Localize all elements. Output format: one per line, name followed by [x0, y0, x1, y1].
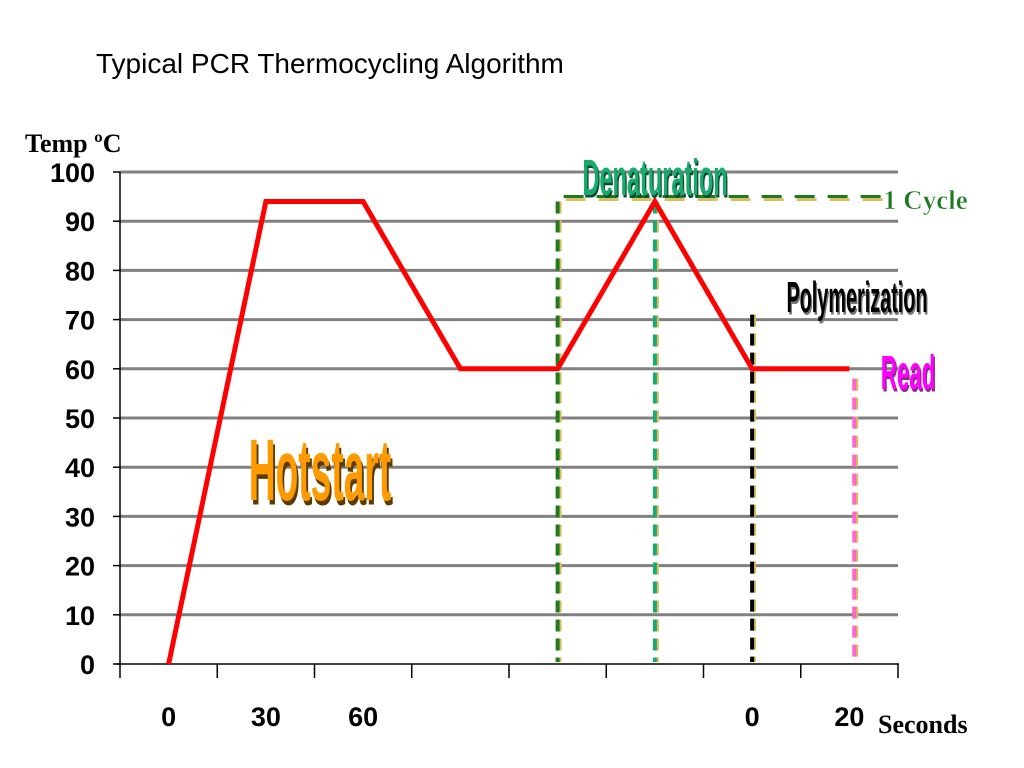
polymerization-label: Polymerization — [786, 275, 927, 323]
hotstart-label: Hotstart — [249, 422, 392, 520]
y-tick-label: 0 — [80, 650, 95, 680]
x-tick-labels: 0 30 60 0 20 — [161, 702, 864, 732]
y-tick-label: 80 — [65, 256, 95, 286]
x-tick-label: 0 — [745, 702, 760, 732]
read-label: Read — [881, 347, 936, 401]
denaturation-label-shadow: Denaturation — [584, 153, 729, 210]
x-axis-title: Seconds — [878, 710, 968, 739]
read-label-shadow: Read — [882, 349, 937, 403]
y-tick-label: 60 — [65, 355, 95, 385]
hotstart-label-shadow: Hotstart — [251, 426, 394, 524]
y-axis-title: Temp ºC — [25, 129, 121, 158]
axes — [113, 171, 899, 678]
denaturation-label: Denaturation — [582, 150, 727, 207]
y-tick-label: 40 — [65, 453, 95, 483]
y-tick-labels: 0 10 20 30 40 50 60 70 80 90 100 — [50, 158, 95, 680]
y-tick-label: 20 — [65, 552, 95, 582]
one-cycle-label: 1 Cycle — [883, 185, 968, 215]
temperature-series — [166, 196, 850, 665]
y-tick-label: 30 — [65, 502, 95, 532]
phase-markers — [555, 195, 889, 662]
x-tick-label: 60 — [348, 702, 378, 732]
y-tick-label: 100 — [50, 158, 95, 188]
x-tick-label: 0 — [161, 702, 176, 732]
page-title: Typical PCR Thermocycling Algorithm — [96, 48, 564, 79]
x-tick-label: 20 — [834, 702, 864, 732]
polymerization-label-shadow: Polymerization — [788, 277, 929, 325]
x-tick-label: 30 — [251, 702, 281, 732]
gridlines — [120, 170, 898, 617]
y-tick-label: 90 — [65, 207, 95, 237]
temperature-line — [166, 196, 850, 665]
y-tick-label: 70 — [65, 306, 95, 336]
y-tick-label: 50 — [65, 404, 95, 434]
y-tick-label: 10 — [65, 601, 95, 631]
